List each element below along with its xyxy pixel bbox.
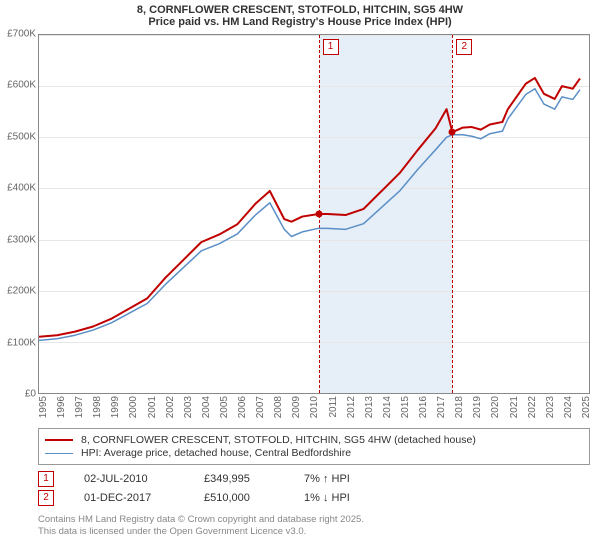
info-row: 2 01-DEC-2017 £510,000 1% ↓ HPI xyxy=(38,490,590,506)
plot-area: 12 xyxy=(38,34,590,394)
x-tick-label: 2015 xyxy=(400,396,411,418)
y-tick-label: £200K xyxy=(0,286,36,297)
y-tick-label: £0 xyxy=(0,389,36,400)
x-tick-label: 2012 xyxy=(346,396,357,418)
x-tick-label: 2021 xyxy=(509,396,520,418)
x-tick-label: 1997 xyxy=(74,396,85,418)
legend-swatch xyxy=(45,453,73,454)
x-tick-label: 2017 xyxy=(436,396,447,418)
x-tick-label: 2009 xyxy=(291,396,302,418)
legend-swatch xyxy=(45,439,73,441)
chart-subtitle: Price paid vs. HM Land Registry's House … xyxy=(0,16,600,34)
x-tick-label: 2020 xyxy=(490,396,501,418)
y-tick-label: £600K xyxy=(0,80,36,91)
footer-line: This data is licensed under the Open Gov… xyxy=(38,526,590,538)
info-date: 02-JUL-2010 xyxy=(84,473,204,485)
x-tick-label: 2011 xyxy=(328,396,339,418)
legend-label: 8, CORNFLOWER CRESCENT, STOTFOLD, HITCHI… xyxy=(81,434,476,446)
info-date: 01-DEC-2017 xyxy=(84,492,204,504)
x-tick-label: 1995 xyxy=(38,396,49,418)
legend-row: 8, CORNFLOWER CRESCENT, STOTFOLD, HITCHI… xyxy=(45,434,583,446)
x-tick-label: 2008 xyxy=(273,396,284,418)
info-price: £349,995 xyxy=(204,473,304,485)
marker-badge: 2 xyxy=(456,39,472,55)
x-tick-label: 2001 xyxy=(147,396,158,418)
x-tick-label: 2006 xyxy=(237,396,248,418)
legend-label: HPI: Average price, detached house, Cent… xyxy=(81,447,351,459)
footer-line: Contains HM Land Registry data © Crown c… xyxy=(38,514,590,526)
legend: 8, CORNFLOWER CRESCENT, STOTFOLD, HITCHI… xyxy=(38,428,590,465)
chart-title: 8, CORNFLOWER CRESCENT, STOTFOLD, HITCHI… xyxy=(0,0,600,16)
info-price: £510,000 xyxy=(204,492,304,504)
y-tick-label: £500K xyxy=(0,131,36,142)
info-delta: 1% ↓ HPI xyxy=(304,492,350,504)
footer: Contains HM Land Registry data © Crown c… xyxy=(38,514,590,538)
x-tick-label: 1999 xyxy=(110,396,121,418)
info-table: 1 02-JUL-2010 £349,995 7% ↑ HPI 2 01-DEC… xyxy=(38,471,590,506)
x-tick-label: 2003 xyxy=(183,396,194,418)
x-tick-label: 2013 xyxy=(364,396,375,418)
x-tick-label: 2005 xyxy=(219,396,230,418)
x-tick-label: 2004 xyxy=(201,396,212,418)
x-tick-label: 2000 xyxy=(128,396,139,418)
y-tick-label: £400K xyxy=(0,183,36,194)
marker-badge: 1 xyxy=(323,39,339,55)
legend-row: HPI: Average price, detached house, Cent… xyxy=(45,447,583,459)
chart-wrapper: 8, CORNFLOWER CRESCENT, STOTFOLD, HITCHI… xyxy=(0,0,600,560)
info-row: 1 02-JUL-2010 £349,995 7% ↑ HPI xyxy=(38,471,590,487)
x-tick-label: 2023 xyxy=(545,396,556,418)
line-layer xyxy=(39,35,589,393)
x-tick-label: 1998 xyxy=(92,396,103,418)
x-tick-label: 2022 xyxy=(527,396,538,418)
marker-badge: 1 xyxy=(38,471,54,487)
y-tick-label: £300K xyxy=(0,234,36,245)
x-axis-labels: 1995 1996 1997 1998 1999 2000 2001 2002 2003 2004… xyxy=(38,394,590,422)
x-tick-label: 2014 xyxy=(382,396,393,418)
info-delta: 7% ↑ HPI xyxy=(304,473,350,485)
x-tick-label: 2002 xyxy=(165,396,176,418)
x-tick-label: 2007 xyxy=(255,396,266,418)
x-tick-label: 2010 xyxy=(309,396,320,418)
x-tick-label: 2025 xyxy=(581,396,592,418)
x-tick-label: 2024 xyxy=(563,396,574,418)
x-tick-label: 1996 xyxy=(56,396,67,418)
x-tick-label: 2019 xyxy=(472,396,483,418)
x-tick-label: 2018 xyxy=(454,396,465,418)
y-tick-label: £100K xyxy=(0,337,36,348)
marker-badge: 2 xyxy=(38,490,54,506)
x-tick-label: 2016 xyxy=(418,396,429,418)
